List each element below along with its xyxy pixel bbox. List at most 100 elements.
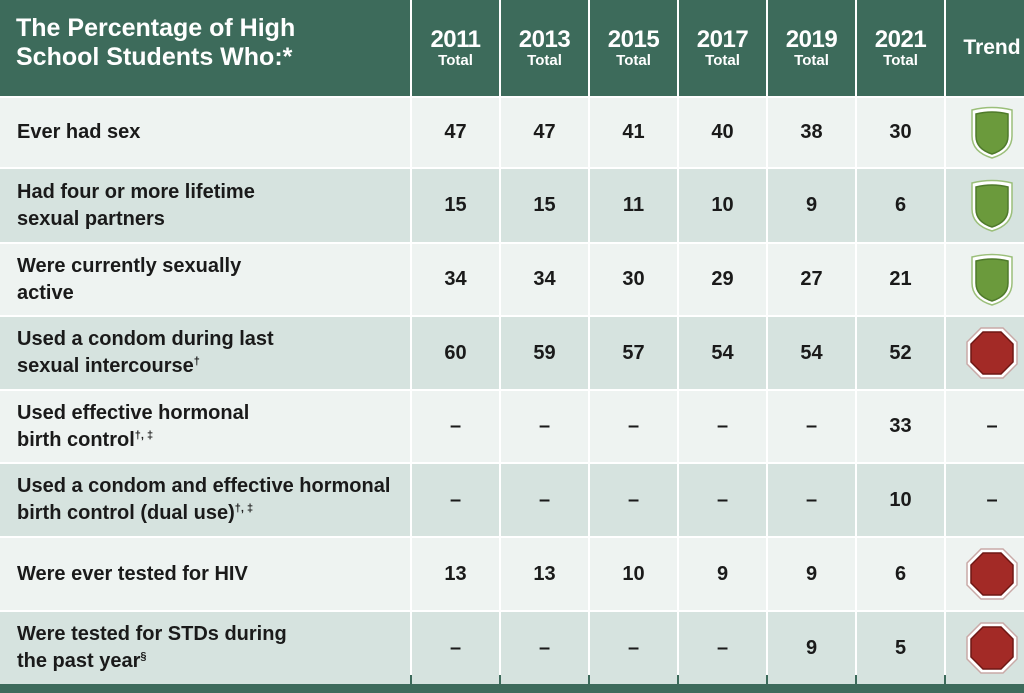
value-cell: 59 [501,317,588,389]
value-cell: 54 [768,317,855,389]
value-text: 47 [444,121,467,143]
value-cell: – [590,391,677,462]
trend-label: Trend [963,36,1021,59]
value-cell: – [412,391,499,462]
value-cell: 13 [501,538,588,610]
year-label: 2017 [696,26,749,53]
value-text: – [627,415,640,437]
table-title: The Percentage of High School Students W… [0,0,410,96]
year-sub-label: Total [527,52,562,69]
value-text: – [627,488,640,511]
value-text: 5 [894,636,907,659]
value-text: 10 [889,488,912,511]
year-sub-label: Total [616,52,651,69]
trend-cell [946,612,1024,684]
year-label: 2015 [607,26,660,53]
value-text: 11 [622,194,645,216]
value-cell: 38 [768,98,855,167]
footer-bar [768,686,855,693]
col-header-2011: 2011 Total [412,0,499,96]
footer-bar [0,686,410,693]
year-label: 2013 [518,26,571,53]
value-cell: 15 [412,169,499,242]
red-octagon-icon [966,622,1018,674]
trend-cell: – [946,464,1024,536]
value-text: – [805,415,818,437]
value-cell: 57 [590,317,677,389]
value-text: 29 [711,268,734,290]
value-cell: – [768,464,855,536]
trend-cell: – [946,391,1024,462]
value-cell: 9 [768,169,855,242]
footnote-marker: †, ‡ [234,502,254,515]
row-label-text: Ever had sex [17,121,141,143]
trend-cell [946,98,1024,167]
value-text: – [716,415,729,437]
value-text: – [716,636,729,659]
red-octagon-icon [966,548,1018,600]
value-text: 15 [444,194,467,216]
row-label-text: Used effective hormonal birth control [17,401,250,451]
value-text: 34 [444,268,467,290]
value-cell: 30 [590,244,677,315]
trend-cell [946,169,1024,242]
row-label-text: Used a condom and effective hormonal bir… [17,475,391,524]
value-text: 30 [889,121,912,143]
red-octagon-icon [966,327,1018,379]
value-cell: 6 [857,169,944,242]
footer-bar [679,686,766,693]
value-text: 57 [622,341,645,364]
value-text: 30 [622,268,645,290]
value-cell: – [412,612,499,684]
row-label-text: Were ever tested for HIV [17,562,248,585]
footnote-marker: † [193,355,200,368]
value-cell: 54 [679,317,766,389]
row-label: Were currently sexually active [0,244,410,315]
value-cell: 40 [679,98,766,167]
value-text: 10 [711,194,734,216]
value-text: – [805,488,818,511]
col-header-trend: Trend [946,0,1024,96]
value-cell: – [679,612,766,684]
value-cell: 10 [679,169,766,242]
year-label: 2011 [430,26,481,53]
green-shield-icon [971,106,1013,159]
footer-bar [857,686,944,693]
trend-cell [946,538,1024,610]
value-text: 27 [800,268,823,290]
value-cell: 10 [590,538,677,610]
value-cell: 47 [412,98,499,167]
value-text: 52 [889,341,912,364]
row-label: Used effective hormonal birth control†, … [0,391,410,462]
value-cell: 9 [768,538,855,610]
trend-cell [946,244,1024,315]
value-text: 9 [805,194,818,216]
footer-bar [946,686,1024,693]
value-cell: 6 [857,538,944,610]
year-label: 2019 [785,26,838,53]
row-label: Used a condom during last sexual interco… [0,317,410,389]
value-cell: 21 [857,244,944,315]
value-cell: 60 [412,317,499,389]
trend-cell [946,317,1024,389]
row-label-text: Were tested for STDs during the past yea… [17,623,287,672]
value-cell: 41 [590,98,677,167]
footer-bar [412,686,499,693]
year-sub-label: Total [883,52,918,69]
value-cell: 13 [412,538,499,610]
value-text: 54 [711,341,734,364]
value-cell: 27 [768,244,855,315]
row-label: Were ever tested for HIV [0,538,410,610]
value-cell: 34 [501,244,588,315]
row-label: Had four or more lifetime sexual partner… [0,169,410,242]
value-cell: 9 [768,612,855,684]
footnote-marker: †, ‡ [134,428,154,441]
value-cell: 52 [857,317,944,389]
value-cell: 5 [857,612,944,684]
value-cell: – [501,612,588,684]
value-text: 13 [533,562,556,585]
value-text: 59 [533,341,556,364]
value-text: 60 [444,341,467,364]
value-text: 15 [533,194,556,216]
